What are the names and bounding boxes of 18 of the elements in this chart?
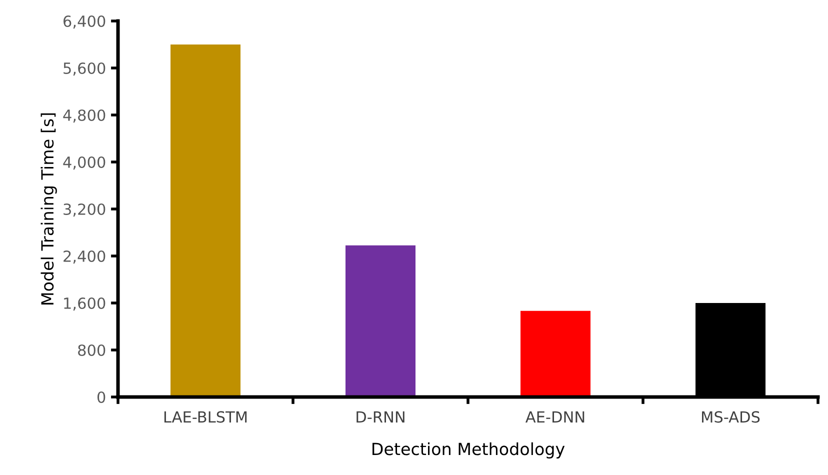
bar <box>346 245 416 397</box>
y-tick-label: 2,400 <box>64 250 106 264</box>
x-tick-label: D-RNN <box>356 411 404 422</box>
y-tick-label: 5,600 <box>64 62 106 76</box>
y-tick-label: 3,200 <box>64 203 106 217</box>
y-tick-label: 0 <box>97 391 106 404</box>
y-tick-label: 4,000 <box>63 156 106 170</box>
y-tick-label: 6,400 <box>64 15 106 29</box>
y-tick-label: 1,600 <box>64 297 106 311</box>
y-tick-label: 800 <box>78 344 106 356</box>
x-tick-label: LAE-BLSTM <box>164 411 247 423</box>
x-tick-label: MS-ADS <box>702 411 760 423</box>
y-axis-title: Model Training Time [s] <box>40 113 57 304</box>
x-tick-label: AE-DNN <box>526 411 584 422</box>
bar <box>520 310 590 397</box>
y-tick-label: 4,800 <box>63 109 106 123</box>
x-axis-title: Detection Methodology <box>372 442 565 458</box>
bar <box>170 44 240 397</box>
